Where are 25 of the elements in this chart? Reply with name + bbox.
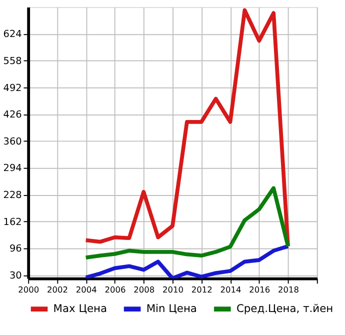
y-tick-label: 624 (3, 29, 22, 40)
x-tick-label: 2006 (104, 284, 126, 294)
y-tick-label: 492 (3, 82, 22, 94)
legend-label: Max Цена (53, 302, 108, 315)
x-tick-label: 2008 (134, 284, 155, 294)
x-tick-label: 2012 (191, 284, 212, 294)
y-tick-label: 426 (3, 110, 22, 121)
line-series (84, 186, 290, 260)
x-tick-label: 2004 (76, 284, 97, 294)
x-tick-label: 2002 (47, 284, 68, 294)
legend-label: Сред.Цена, т.йен (236, 302, 334, 315)
y-tick-label: 30 (9, 270, 22, 282)
line-series (84, 244, 290, 278)
y-tick-label: 96 (9, 244, 22, 255)
y-tick-label: 558 (3, 56, 22, 67)
legend-label: Min Цена (146, 302, 197, 315)
y-tick-label: 294 (3, 163, 22, 174)
y-tick-label: 228 (3, 190, 22, 202)
y-tick-label: 360 (3, 136, 22, 148)
x-tick-label: 2014 (220, 284, 242, 294)
x-tick-label: 2010 (162, 284, 184, 294)
x-tick-label: 2018 (278, 284, 299, 294)
x-tick-label: 2016 (249, 284, 270, 294)
x-tick-label: 2000 (18, 284, 40, 294)
y-tick-label: 162 (3, 216, 22, 228)
